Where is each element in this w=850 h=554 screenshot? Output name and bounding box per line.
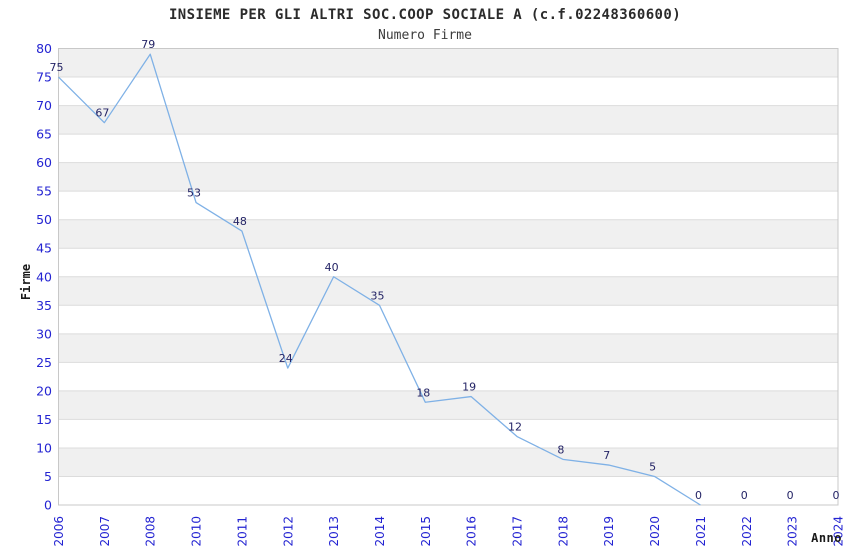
x-tick-label: 2012 <box>281 516 295 547</box>
x-tick-label: 2011 <box>235 516 249 547</box>
data-point-label: 0 <box>787 489 794 502</box>
plot-band <box>58 333 838 363</box>
x-tick-label: 2006 <box>52 516 66 547</box>
y-tick-label: 55 <box>36 184 52 199</box>
plot-band <box>58 248 838 277</box>
y-tick-label: 15 <box>36 412 52 427</box>
x-tick-label: 2017 <box>511 516 525 547</box>
x-tick-label: 2019 <box>602 516 616 547</box>
plot-band <box>58 77 838 106</box>
data-point-label: 67 <box>95 107 109 120</box>
data-point-label: 8 <box>557 443 564 456</box>
data-point-label: 75 <box>50 61 64 74</box>
y-tick-label: 45 <box>36 241 52 256</box>
plot-band <box>58 276 838 306</box>
plot-band <box>58 191 838 220</box>
plot-border <box>58 48 839 506</box>
y-tick-label: 60 <box>36 155 52 170</box>
y-tick-label: 75 <box>36 70 52 85</box>
x-tick-label: 2013 <box>327 516 341 547</box>
plot-band <box>58 362 838 391</box>
plot-band <box>58 419 838 448</box>
x-tick-label: 2016 <box>465 516 479 547</box>
data-point-label: 5 <box>649 460 656 473</box>
x-tick-label: 2021 <box>694 516 708 547</box>
y-axis-title: Firme <box>19 263 33 301</box>
data-point-label: 48 <box>233 215 247 228</box>
chart-subtitle: Numero Firme <box>378 28 472 43</box>
y-tick-label: 10 <box>36 440 52 455</box>
data-point-label: 19 <box>462 381 476 394</box>
data-point-label: 35 <box>370 289 384 302</box>
x-tick-label: 2020 <box>648 516 662 547</box>
x-tick-label: 2015 <box>419 516 433 547</box>
y-tick-label: 20 <box>36 383 52 398</box>
data-point-label: 79 <box>141 38 155 51</box>
y-tick-label: 35 <box>36 298 52 313</box>
y-tick-label: 0 <box>44 498 52 513</box>
x-tick-label: 2022 <box>740 516 754 547</box>
y-tick-label: 65 <box>36 127 52 142</box>
x-tick-label: 2010 <box>190 516 204 547</box>
data-point-label: 18 <box>416 386 430 399</box>
plot-band <box>58 390 838 420</box>
plot-band <box>58 105 838 135</box>
plot-band <box>58 476 838 505</box>
plot-band <box>58 447 838 477</box>
y-tick-label: 70 <box>36 98 52 113</box>
x-tick-label: 2008 <box>144 516 158 547</box>
chart-title: INSIEME PER GLI ALTRI SOC.COOP SOCIALE A… <box>168 7 682 23</box>
x-tick-label: 2007 <box>98 516 112 547</box>
y-tick-label: 30 <box>36 326 52 341</box>
y-tick-label: 25 <box>36 355 52 370</box>
plot-band <box>58 134 838 163</box>
x-tick-label: 2018 <box>556 516 570 547</box>
plot-band <box>58 162 838 192</box>
data-point-label: 0 <box>695 489 702 502</box>
plot-band <box>58 305 838 334</box>
data-point-label: 0 <box>833 489 840 502</box>
data-point-label: 0 <box>741 489 748 502</box>
data-line <box>58 53 701 506</box>
x-axis-title: Anno <box>811 531 842 545</box>
data-point-label: 7 <box>603 449 610 462</box>
y-tick-label: 5 <box>44 469 52 484</box>
data-point-label: 40 <box>325 261 339 274</box>
x-tick-label: 2014 <box>373 516 387 547</box>
plot-band <box>58 48 838 78</box>
data-point-label: 24 <box>279 352 293 365</box>
plot-band <box>58 219 838 249</box>
y-tick-label: 50 <box>36 212 52 227</box>
y-tick-label: 80 <box>36 41 52 56</box>
y-tick-label: 40 <box>36 269 52 284</box>
data-point-label: 53 <box>187 187 201 200</box>
x-tick-label: 2024 <box>832 516 846 547</box>
x-tick-label: 2023 <box>786 516 800 547</box>
data-point-label: 12 <box>508 421 522 434</box>
